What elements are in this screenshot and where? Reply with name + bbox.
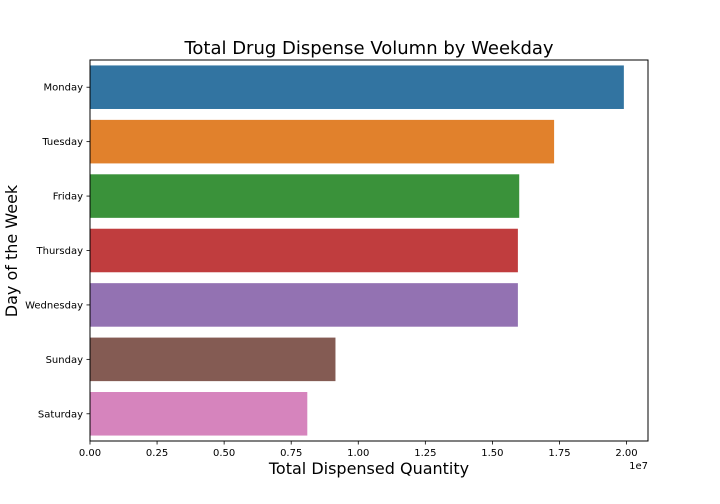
- bar-tuesday: [90, 119, 555, 164]
- x-tick-label: 0.25: [146, 448, 168, 459]
- y-tick-label: Monday: [44, 83, 84, 94]
- y-tick-label: Sunday: [46, 355, 83, 366]
- chart-title: Total Drug Dispense Volumn by Weekday: [183, 38, 553, 59]
- x-tick-label: 2.00: [615, 448, 637, 459]
- bar-thursday: [90, 228, 518, 273]
- x-tick-label: 0.50: [213, 448, 235, 459]
- x-tick-label: 0.00: [79, 448, 101, 459]
- bars-group: [90, 65, 624, 436]
- bar-monday: [90, 65, 624, 109]
- x-tick-label: 0.75: [280, 448, 302, 459]
- x-axis-label: Total Dispensed Quantity: [268, 459, 469, 478]
- x-axis-ticks: 0.00 0.25 0.50 0.75 1.00 1.25 1.50 1.75 2.00: [79, 441, 638, 459]
- x-tick-label: 1.00: [347, 448, 369, 459]
- bar-saturday: [90, 392, 308, 436]
- bar-sunday: [90, 337, 336, 382]
- bar-friday: [90, 174, 520, 218]
- y-axis-ticks: Monday Tuesday Friday Thursday Wednesday Sund…: [25, 83, 90, 420]
- x-axis-offset-label: 1e7: [629, 461, 648, 472]
- x-tick-label: 1.25: [414, 448, 436, 459]
- x-tick-label: 1.75: [548, 448, 570, 459]
- y-tick-label: Thursday: [36, 246, 84, 257]
- bar-wednesday: [90, 283, 518, 327]
- y-tick-label: Tuesday: [41, 137, 83, 148]
- x-tick-label: 1.50: [481, 448, 503, 459]
- y-tick-label: Friday: [53, 192, 83, 203]
- y-tick-label: Saturday: [38, 409, 83, 420]
- y-axis-label: Day of the Week: [2, 184, 21, 317]
- y-tick-label: Wednesday: [25, 300, 83, 311]
